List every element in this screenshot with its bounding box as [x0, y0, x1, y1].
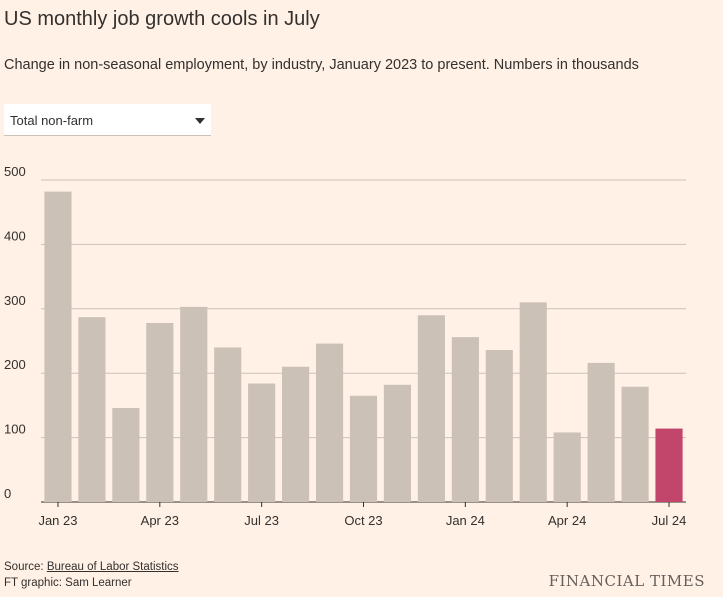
y-tick-label: 500 — [4, 164, 26, 179]
bar-jan-24[interactable] — [451, 337, 479, 502]
y-tick-label: 0 — [4, 486, 11, 501]
y-tick-label: 200 — [4, 357, 26, 372]
industry-dropdown-value: Total non-farm — [10, 113, 94, 128]
gridlines: 0 100 200 300 400 500 — [4, 164, 686, 503]
bar-sep-23[interactable] — [315, 343, 344, 502]
industry-dropdown[interactable]: Total non-farm — [4, 104, 211, 136]
ft-logo: FINANCIAL TIMES — [548, 572, 705, 590]
bar-mar-24[interactable] — [519, 302, 547, 502]
bar-mar-23[interactable] — [112, 407, 140, 502]
bar-jun-24[interactable] — [621, 386, 649, 502]
source-label: Source: — [4, 561, 44, 573]
x-tick-label: Oct 23 — [344, 513, 382, 528]
chevron-down-icon — [195, 118, 205, 124]
x-axis: Jan 23 Apr 23 Jul 23 Oct 23 Jan 24 Apr 24 Jul … — [38, 502, 686, 528]
bar-jun-23[interactable] — [214, 347, 242, 502]
bar-jul-23[interactable] — [248, 383, 276, 502]
x-tick-label: Jan 23 — [38, 513, 77, 528]
y-tick-label: 400 — [4, 228, 26, 243]
bar-nov-23[interactable] — [383, 384, 412, 502]
bar-jul-24[interactable] — [655, 428, 683, 502]
y-tick-label: 300 — [4, 293, 26, 308]
x-tick-label: Jul 24 — [652, 513, 687, 528]
chart-subtitle: Change in non-seasonal employment, by in… — [4, 57, 639, 73]
x-tick-label: Apr 23 — [141, 513, 179, 528]
bar-apr-24[interactable] — [553, 432, 581, 502]
bar-dec-23[interactable] — [417, 315, 445, 502]
bar-apr-23[interactable] — [146, 322, 174, 502]
chart-title: US monthly job growth cools in July — [4, 8, 320, 30]
x-tick-label: Apr 24 — [548, 513, 586, 528]
bar-may-23[interactable] — [180, 306, 208, 502]
source-link[interactable]: Bureau of Labor Statistics — [46, 561, 179, 573]
bar-oct-23[interactable] — [349, 395, 378, 502]
bar-chart: 0 100 200 300 400 500 Jan 23 Apr 23 Jul 23 Oct 2… — [4, 164, 686, 528]
bar-jan-23[interactable] — [44, 191, 72, 503]
source-note: Source: Bureau of Labor Statistics — [4, 561, 179, 573]
x-tick-label: Jul 23 — [244, 513, 279, 528]
bar-feb-23[interactable] — [78, 317, 106, 502]
y-tick-label: 100 — [4, 422, 26, 437]
x-tick-label: Jan 24 — [446, 513, 485, 528]
bars — [44, 191, 683, 503]
bar-aug-23[interactable] — [282, 366, 310, 502]
bar-feb-24[interactable] — [485, 350, 513, 502]
graphic-credit: FT graphic: Sam Learner — [4, 577, 132, 589]
bar-may-24[interactable] — [587, 362, 615, 502]
